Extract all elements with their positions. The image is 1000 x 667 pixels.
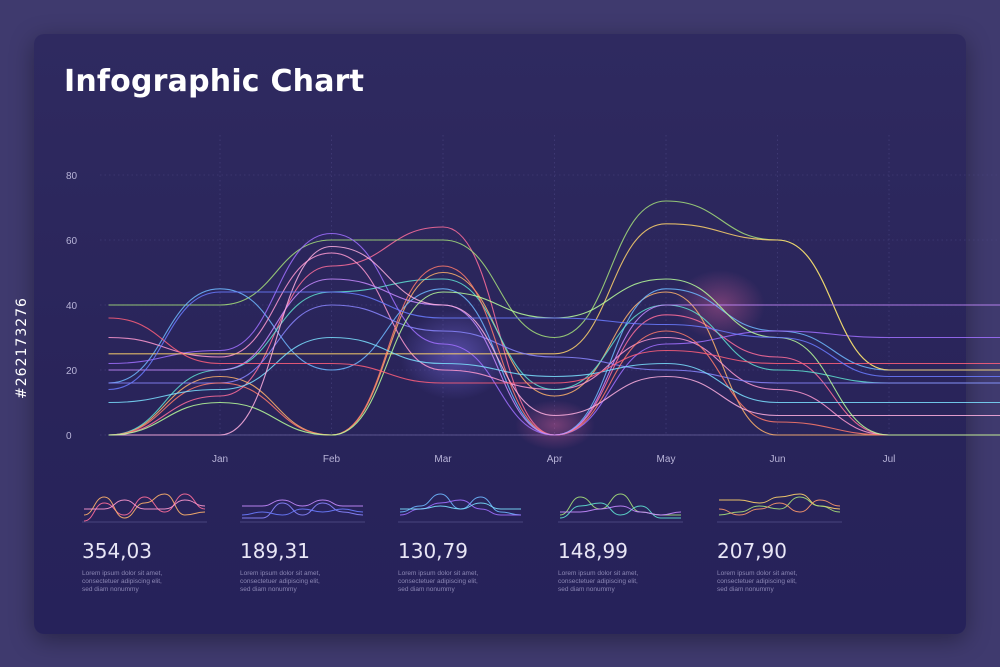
series-line [108, 265, 1000, 436]
stat-description-line: consectetuer adipiscing elit, [717, 578, 797, 585]
y-tick-label: 60 [66, 236, 78, 247]
series-line [108, 252, 1000, 436]
mini-series-line [400, 502, 521, 510]
stat-description-line: sed diam nonummy [398, 586, 455, 593]
mini-series-line [559, 505, 682, 516]
mini-chart [717, 493, 842, 523]
series-line [108, 304, 1000, 384]
y-tick-label: 0 [66, 431, 72, 442]
mini-series-line [242, 499, 363, 507]
side-label: #262173276 [14, 297, 30, 399]
x-tick-label: Feb [323, 454, 341, 465]
stat-description-line: sed diam nonummy [558, 586, 615, 593]
mini-series-line [718, 499, 841, 516]
series-line [108, 271, 1000, 436]
x-tick-label: Jul [883, 454, 896, 465]
mini-series-line [399, 499, 521, 516]
stat-description-line: sed diam nonummy [717, 586, 774, 593]
stat-value: 148,99 [558, 539, 628, 563]
mini-chart [240, 499, 365, 523]
stat-description-line: consectetuer adipiscing elit, [558, 578, 638, 585]
stat-description: Lorem ipsum dolor sit amet, consectetuer … [558, 570, 668, 594]
y-tick-label: 80 [66, 171, 78, 182]
mini-series-line [242, 502, 364, 519]
stat-description-line: Lorem ipsum dolor sit amet, [240, 570, 321, 577]
stat-description: Lorem ipsum dolor sit amet, consectetuer … [240, 570, 350, 594]
stat-description-line: consectetuer adipiscing elit, [82, 578, 162, 585]
stat-value: 130,79 [398, 539, 468, 563]
y-tick-label: 20 [66, 366, 78, 377]
x-tick-label: Jun [769, 454, 785, 465]
mini-series-line [83, 493, 206, 522]
chart-title: Infographic Chart [64, 64, 365, 99]
series-line [108, 291, 1000, 391]
mini-series-line [559, 502, 681, 519]
mini-chart [82, 493, 207, 523]
stat-description-line: Lorem ipsum dolor sit amet, [398, 570, 479, 577]
mini-series-line [84, 499, 206, 510]
stat-description-line: sed diam nonummy [240, 586, 297, 593]
series-line [108, 226, 1000, 436]
stat-description: Lorem ipsum dolor sit amet, consectetuer … [717, 570, 827, 594]
mini-series-line [718, 496, 841, 516]
x-tick-label: Mar [434, 454, 452, 465]
x-tick-label: Jan [212, 454, 228, 465]
series-line [108, 317, 1000, 384]
stat-description-line: Lorem ipsum dolor sit amet, [82, 570, 163, 577]
y-tick-label: 40 [66, 301, 78, 312]
glow-spot [515, 400, 595, 450]
stat-value: 354,03 [82, 539, 152, 563]
mini-series-line [399, 493, 522, 516]
mini-chart [398, 493, 523, 523]
stat-value: 189,31 [240, 539, 310, 563]
series-line [108, 278, 1000, 436]
mini-series-line [719, 493, 841, 510]
series-line [108, 223, 1000, 371]
stat-description-line: Lorem ipsum dolor sit amet, [717, 570, 798, 577]
mini-chart [558, 493, 683, 523]
stat-description: Lorem ipsum dolor sit amet, consectetuer … [82, 570, 192, 594]
series-line [108, 336, 1000, 404]
glow-spot [400, 310, 510, 400]
stat-description: Lorem ipsum dolor sit amet, consectetuer … [398, 570, 508, 594]
stat-description-line: consectetuer adipiscing elit, [398, 578, 478, 585]
mini-series-line [241, 508, 364, 516]
stat-description-line: consectetuer adipiscing elit, [240, 578, 320, 585]
series-line [108, 232, 1000, 436]
mini-series-line [83, 493, 206, 519]
stat-description-line: sed diam nonummy [82, 586, 139, 593]
x-tick-label: Apr [547, 454, 563, 465]
stat-value: 207,90 [717, 539, 787, 563]
x-tick-label: May [657, 454, 676, 465]
stat-description-line: Lorem ipsum dolor sit amet, [558, 570, 639, 577]
